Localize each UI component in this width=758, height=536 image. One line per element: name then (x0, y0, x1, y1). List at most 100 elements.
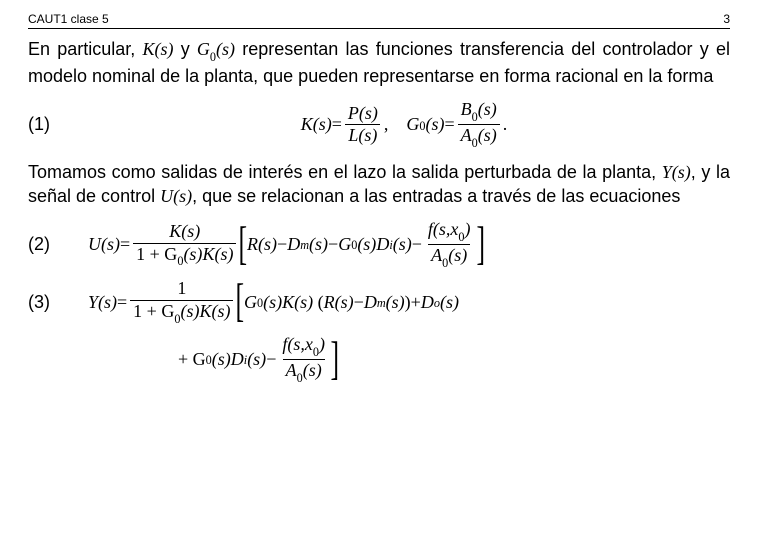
eq3-Do: D (421, 292, 434, 313)
eq1-A: A (461, 125, 472, 145)
eq3-subm: m (377, 296, 386, 311)
equation-3-line2: + G0(s)Di(s) − f(s,x0) A0(s) ] (28, 335, 730, 384)
eq3-body: Y(s) = 1 1 + G0(s)K(s) [ G0(s)K(s) (R(s)… (78, 279, 730, 325)
eq1-As: (s) (478, 125, 497, 145)
eq2-m2: − (328, 234, 338, 255)
eq1-s: (s) (426, 114, 445, 135)
equation-2: (2) U(s) = K(s) 1 + G0(s)K(s) [ R(s) − D… (28, 220, 730, 269)
eq1-G: G (406, 114, 419, 135)
page-header: CAUT1 clase 5 3 (28, 12, 730, 29)
p2-a: Tomamos como salidas de interés en el la… (28, 162, 662, 182)
eq3-A0: 0 (297, 371, 303, 385)
eq3-A: A (286, 360, 297, 380)
eq2-sa: (s) (183, 244, 202, 264)
p1-a: En particular, (28, 39, 142, 59)
eq2-Us: U(s) (88, 234, 120, 255)
eq2-0a: 0 (177, 254, 183, 268)
eq3-Rs: R(s) (324, 292, 354, 313)
eq3-m2: − (266, 349, 276, 370)
header-left: CAUT1 clase 5 (28, 12, 109, 26)
eq3-pG: + G (178, 349, 206, 370)
sym-G: G (197, 39, 210, 59)
eq1-B0: 0 (472, 110, 478, 124)
eq3-Dis: (s) (247, 349, 266, 370)
eq2-Dms: (s) (309, 234, 328, 255)
eq3-Dm: D (364, 292, 377, 313)
eq2-G: G (338, 234, 351, 255)
sym-Ys: Y(s) (662, 162, 691, 182)
eq2-A0: 0 (442, 256, 448, 270)
eq3-m1: − (354, 292, 364, 313)
eq3-Di: D (231, 349, 244, 370)
eq3-sa: (s) (180, 301, 199, 321)
eq2-Dis: (s) (393, 234, 412, 255)
eq3-sb: (s) (263, 292, 282, 313)
eq1-dot: . (503, 114, 508, 135)
eq3-0a: 0 (174, 312, 180, 326)
eq3-0c: 0 (206, 353, 212, 368)
p1-b: y (173, 39, 196, 59)
eq3-As: (s) (303, 360, 322, 380)
eq1-eq2: = (445, 114, 455, 135)
eq1-A0: 0 (472, 136, 478, 150)
eq1-Bs: (s) (478, 99, 497, 119)
eq2-Ks: K(s) (166, 222, 203, 243)
eq2-fsx2: ) (465, 219, 471, 239)
eq3-Ksb: K(s) (282, 292, 313, 313)
eq3-frac: 1 1 + G0(s)K(s) (130, 279, 233, 325)
eq1-B: B (461, 99, 472, 119)
eq1-comma: , (384, 114, 389, 135)
eq3-fsx: f(s,x (282, 334, 313, 354)
eq1-frac1: P(s) L(s) (345, 104, 381, 147)
eq2-frac: K(s) 1 + G0(s)K(s) (133, 222, 236, 268)
eq1-Ls: L(s) (345, 124, 380, 146)
eq2-fsx: f(s,x (428, 219, 459, 239)
sym-s: (s) (216, 39, 235, 59)
eq3-1: 1 (174, 279, 189, 300)
eq3-sc: (s) (212, 349, 231, 370)
eq1-Ps: P(s) (345, 104, 381, 125)
eq2-1p: 1 + G (136, 244, 177, 264)
eq2-As: (s) (448, 245, 467, 265)
eq3-subo: o (434, 296, 440, 311)
eq1-frac2: B0(s) A0(s) (458, 100, 500, 149)
eq3-eq: = (117, 292, 127, 313)
eq3-G: G (244, 292, 257, 313)
eq3-p1: + (411, 292, 421, 313)
eq3-body2: + G0(s)Di(s) − f(s,x0) A0(s) ] (78, 335, 730, 384)
lbracket: [ (239, 226, 248, 263)
eq3-Dms: (s) (386, 292, 405, 313)
eq1-body: K(s) = P(s) L(s) , G0(s) = B0(s) A0(s) . (78, 100, 730, 149)
eq2-subi: i (389, 238, 392, 253)
eq3-Ks: K(s) (199, 301, 230, 321)
eq3-1p: 1 + G (133, 301, 174, 321)
eq3-frac2: f(s,x0) A0(s) (279, 335, 328, 384)
eq2-x0: 0 (458, 230, 464, 244)
p2-c: , que se relacionan a las entradas a tra… (192, 186, 680, 206)
eq3-Ys: Y(s) (88, 292, 117, 313)
eq3-num: (3) (28, 292, 78, 313)
eq3-fsx2: ) (319, 334, 325, 354)
sym-Ks: K(s) (142, 39, 173, 59)
eq2-Dm: D (287, 234, 300, 255)
eq3-subi: i (244, 353, 247, 368)
sym-Us: U(s) (160, 186, 192, 206)
eq3-x0: 0 (313, 345, 319, 359)
paragraph-1: En particular, K(s) y G0(s) representan … (28, 37, 730, 88)
eq2-frac2: f(s,x0) A0(s) (425, 220, 474, 269)
eq2-m1: − (277, 234, 287, 255)
lbracket3: [ (236, 283, 245, 320)
eq1-Ks: K(s) (301, 114, 332, 135)
rbracket: ] (476, 226, 485, 263)
eq2-Rs: R(s) (247, 234, 277, 255)
eq3-Dos: (s) (440, 292, 459, 313)
header-page: 3 (723, 12, 730, 26)
eq2-A: A (431, 245, 442, 265)
eq2-body: U(s) = K(s) 1 + G0(s)K(s) [ R(s) − Dm(s)… (78, 220, 730, 269)
rbracket3: ] (330, 341, 339, 378)
eq2-Di: D (376, 234, 389, 255)
eq2-eq: = (120, 234, 130, 255)
eq1-num: (1) (28, 114, 78, 135)
eq2-sb: (s) (357, 234, 376, 255)
sub0: 0 (210, 50, 216, 64)
